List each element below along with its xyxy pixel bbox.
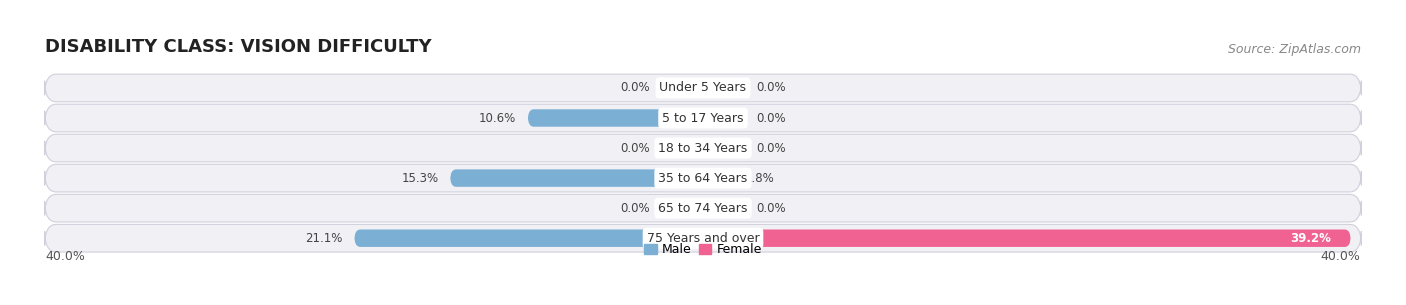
FancyBboxPatch shape xyxy=(703,109,744,127)
Text: 39.2%: 39.2% xyxy=(1289,232,1330,245)
FancyBboxPatch shape xyxy=(703,199,744,217)
Text: 0.0%: 0.0% xyxy=(620,202,650,215)
Text: 0.0%: 0.0% xyxy=(756,202,786,215)
Text: 0.0%: 0.0% xyxy=(756,81,786,95)
Text: 0.0%: 0.0% xyxy=(756,142,786,155)
Text: 40.0%: 40.0% xyxy=(45,250,86,263)
FancyBboxPatch shape xyxy=(45,134,1361,162)
Text: 75 Years and over: 75 Years and over xyxy=(647,232,759,245)
Text: Under 5 Years: Under 5 Years xyxy=(659,81,747,95)
FancyBboxPatch shape xyxy=(662,199,703,217)
Text: 35 to 64 Years: 35 to 64 Years xyxy=(658,172,748,185)
FancyBboxPatch shape xyxy=(45,164,1361,192)
Text: 0.0%: 0.0% xyxy=(620,81,650,95)
FancyBboxPatch shape xyxy=(662,139,703,157)
Text: DISABILITY CLASS: VISION DIFFICULTY: DISABILITY CLASS: VISION DIFFICULTY xyxy=(45,38,432,56)
FancyBboxPatch shape xyxy=(450,169,703,187)
FancyBboxPatch shape xyxy=(703,139,744,157)
Text: 15.3%: 15.3% xyxy=(402,172,439,185)
FancyBboxPatch shape xyxy=(662,79,703,97)
Text: 0.0%: 0.0% xyxy=(620,142,650,155)
Text: Source: ZipAtlas.com: Source: ZipAtlas.com xyxy=(1227,43,1361,56)
FancyBboxPatch shape xyxy=(45,194,1361,222)
Text: 0.0%: 0.0% xyxy=(756,112,786,124)
Legend: Male, Female: Male, Female xyxy=(640,238,766,261)
FancyBboxPatch shape xyxy=(703,79,744,97)
Text: 1.8%: 1.8% xyxy=(744,172,775,185)
Text: 10.6%: 10.6% xyxy=(479,112,516,124)
FancyBboxPatch shape xyxy=(45,224,1361,252)
FancyBboxPatch shape xyxy=(45,74,1361,102)
Text: 21.1%: 21.1% xyxy=(305,232,343,245)
FancyBboxPatch shape xyxy=(703,169,733,187)
Text: 18 to 34 Years: 18 to 34 Years xyxy=(658,142,748,155)
Text: 65 to 74 Years: 65 to 74 Years xyxy=(658,202,748,215)
Text: 40.0%: 40.0% xyxy=(1320,250,1361,263)
FancyBboxPatch shape xyxy=(45,104,1361,132)
Text: 5 to 17 Years: 5 to 17 Years xyxy=(662,112,744,124)
FancyBboxPatch shape xyxy=(354,229,703,247)
FancyBboxPatch shape xyxy=(527,109,703,127)
FancyBboxPatch shape xyxy=(703,229,1351,247)
